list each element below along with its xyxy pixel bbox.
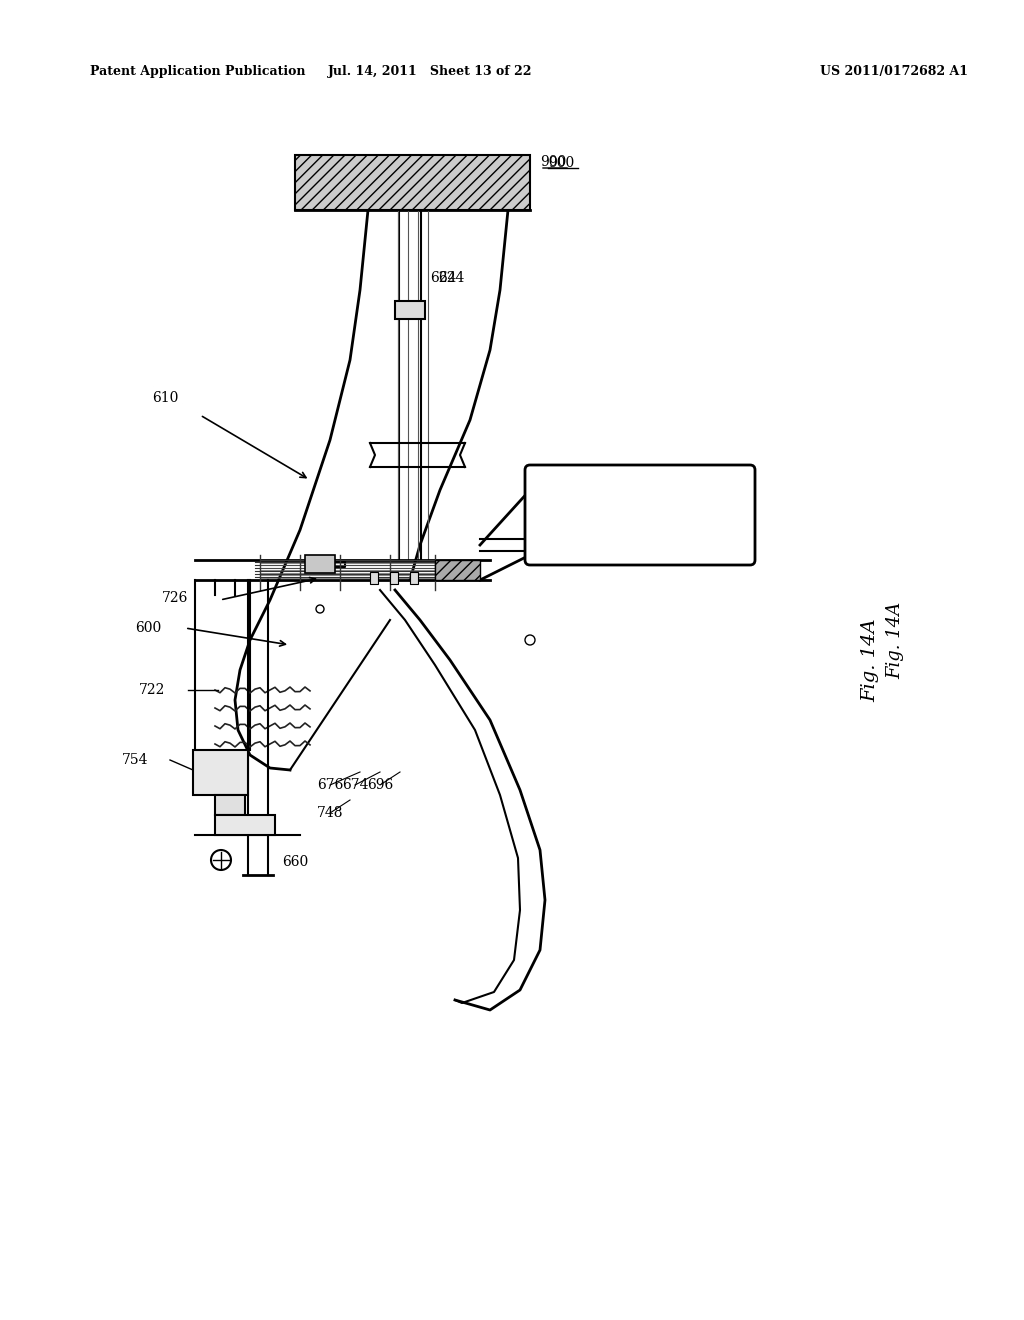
Text: Jul. 14, 2011   Sheet 13 of 22: Jul. 14, 2011 Sheet 13 of 22 <box>328 66 532 78</box>
Bar <box>215 795 245 814</box>
Text: 696: 696 <box>367 777 393 792</box>
Bar <box>395 301 425 319</box>
Text: US 2011/0172682 A1: US 2011/0172682 A1 <box>820 66 968 78</box>
Text: 624: 624 <box>438 271 464 285</box>
FancyBboxPatch shape <box>525 465 755 565</box>
Text: 900: 900 <box>548 156 574 170</box>
Text: 674: 674 <box>342 777 369 792</box>
Polygon shape <box>435 560 480 579</box>
Text: 900: 900 <box>540 154 566 169</box>
Text: 676: 676 <box>316 777 343 792</box>
Bar <box>390 572 398 583</box>
Text: 722: 722 <box>139 682 165 697</box>
Text: Fig. 14A: Fig. 14A <box>886 602 904 678</box>
Bar <box>370 572 378 583</box>
Text: 748: 748 <box>316 807 343 820</box>
Text: Patent Application Publication: Patent Application Publication <box>90 66 305 78</box>
Text: Fig. 14A: Fig. 14A <box>861 618 879 702</box>
Text: 726: 726 <box>162 591 188 605</box>
Bar <box>215 814 275 836</box>
Bar <box>305 554 335 573</box>
Polygon shape <box>295 154 530 210</box>
Bar <box>193 750 248 795</box>
Text: 600: 600 <box>135 620 161 635</box>
Bar <box>410 572 418 583</box>
Text: 624: 624 <box>430 271 457 285</box>
Text: 610: 610 <box>152 391 178 405</box>
Text: 660: 660 <box>282 855 308 869</box>
Text: 754: 754 <box>122 752 148 767</box>
